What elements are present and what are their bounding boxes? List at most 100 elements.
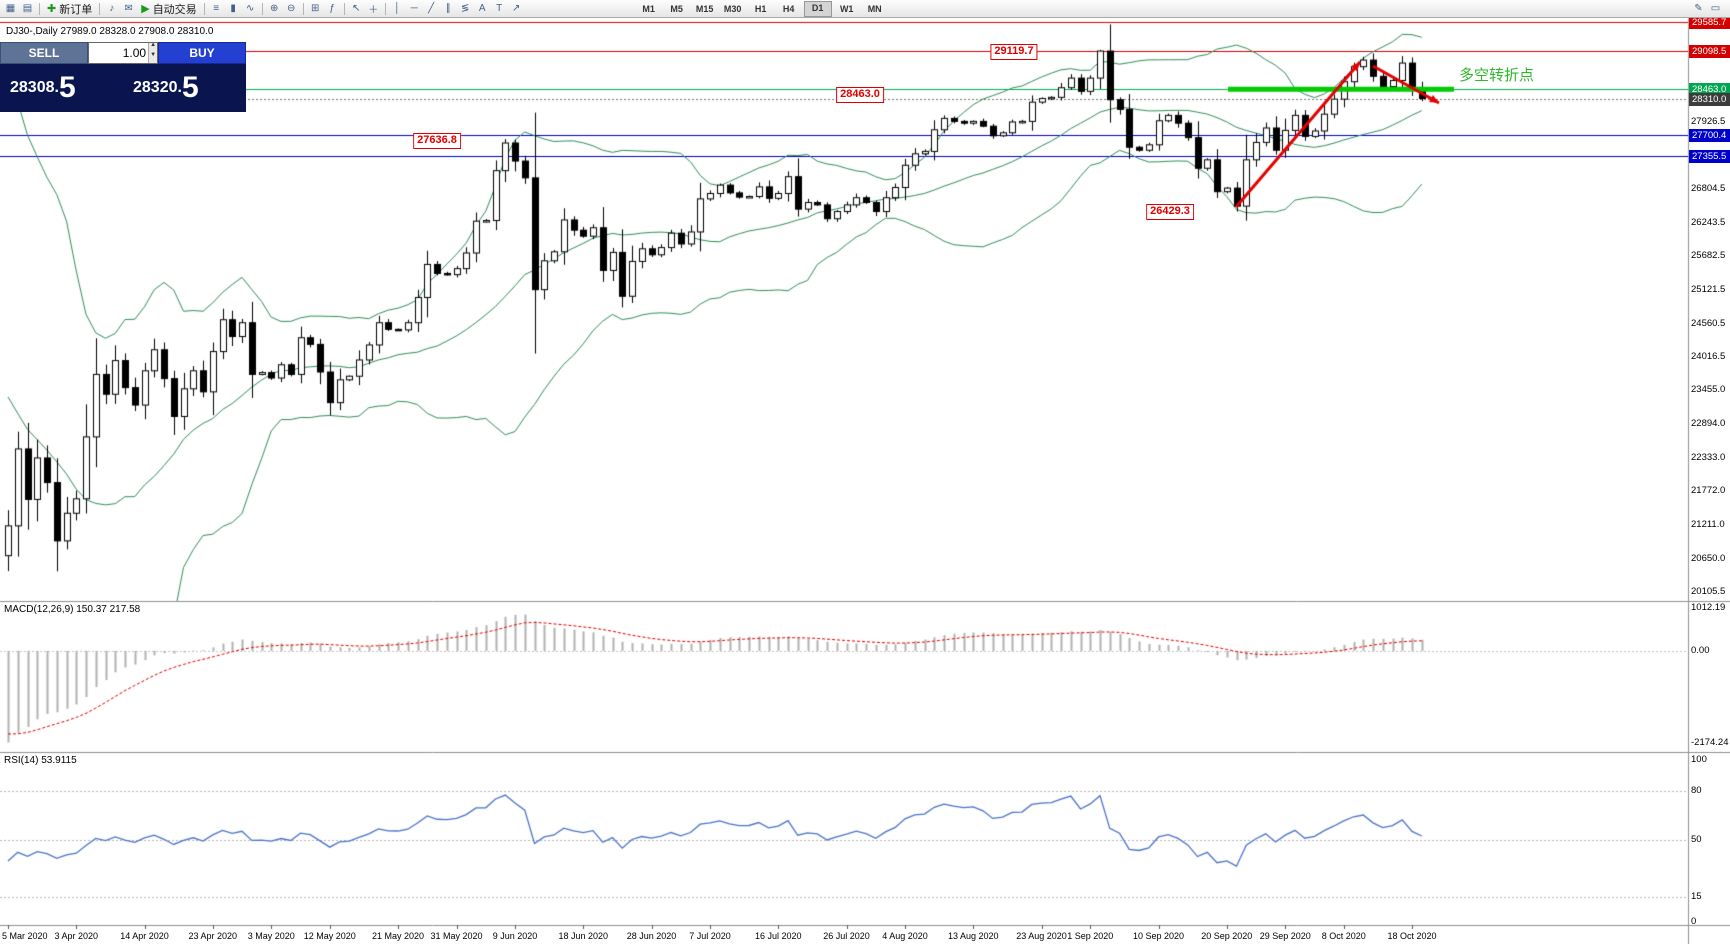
price-axis-badge: 29098.5 bbox=[1689, 45, 1730, 59]
zoom-out-icon[interactable]: ⊖ bbox=[283, 1, 300, 16]
sell-button[interactable]: SELL bbox=[0, 42, 88, 64]
price-label-box[interactable]: 26429.3 bbox=[1146, 204, 1194, 220]
new-chart-icon[interactable]: ▦ bbox=[2, 1, 19, 16]
toolbar-separator bbox=[261, 2, 263, 15]
zoom-in-icon: ⊕ bbox=[269, 3, 279, 14]
pivot-annotation-text[interactable]: 多空转折点 bbox=[1459, 67, 1535, 84]
trendline-icon[interactable]: ╱ bbox=[423, 1, 440, 16]
price-axis-tick: 25121.5 bbox=[1691, 284, 1726, 296]
profiles-icon[interactable]: ▤ bbox=[19, 1, 36, 16]
rsi-axis-label: 80 bbox=[1691, 784, 1702, 796]
symbol-ohlc-header: DJ30-,Daily 27989.0 28328.0 27908.0 2831… bbox=[6, 26, 214, 37]
x-axis-date-label: 12 May 2020 bbox=[303, 931, 356, 941]
timeframe-button-d1[interactable]: D1 bbox=[803, 0, 832, 17]
toolbar-right-icons: ✎ ▭ bbox=[1690, 0, 1724, 17]
bar-chart-icon: ≡ bbox=[213, 3, 220, 14]
new-chart-icon: ▦ bbox=[5, 3, 16, 14]
candle-chart-icon: ▮ bbox=[230, 3, 236, 14]
price-label-box[interactable]: 29119.7 bbox=[990, 44, 1038, 60]
price-axis-badge: 29585.7 bbox=[1689, 15, 1730, 29]
crosshair-icon: ＋ bbox=[368, 5, 379, 16]
cursor-icon[interactable]: ↖ bbox=[348, 1, 365, 16]
volume-up-button[interactable]: ▲ bbox=[148, 42, 157, 53]
x-axis-date-label: 8 Oct 2020 bbox=[1321, 931, 1366, 941]
timeframe-button-h4[interactable]: H4 bbox=[782, 3, 795, 14]
new-order-icon: ✚ bbox=[47, 3, 57, 15]
price-label-box[interactable]: 28463.0 bbox=[836, 87, 884, 103]
arrow-tool-icon[interactable]: ↗ bbox=[508, 1, 525, 16]
price-axis-tick: 21772.0 bbox=[1691, 485, 1726, 497]
timeframe-toolbar: M1 M5 M15 M30 H1 H4 D1 W1 MN bbox=[635, 0, 889, 17]
rsi-axis-label: 15 bbox=[1691, 891, 1702, 903]
line-chart-icon: ∿ bbox=[245, 3, 255, 14]
x-axis-date-label: 16 Jul 2020 bbox=[754, 931, 802, 941]
line-chart-icon[interactable]: ∿ bbox=[242, 1, 259, 16]
price-axis-tick: 26243.5 bbox=[1691, 216, 1726, 228]
label-tool-icon[interactable]: T bbox=[491, 1, 508, 16]
bar-chart-icon[interactable]: ≡ bbox=[208, 1, 225, 16]
vertical-line-icon[interactable]: │ bbox=[389, 1, 406, 16]
timeframe-button-w1[interactable]: W1 bbox=[839, 3, 854, 14]
timeframe-button-mn[interactable]: MN bbox=[867, 3, 882, 14]
price-axis-badge: 27700.4 bbox=[1689, 129, 1730, 143]
horizontal-line-icon[interactable]: ─ bbox=[406, 1, 423, 16]
buy-price-main: 28320. bbox=[133, 79, 182, 96]
news-icon: ✉ bbox=[124, 3, 133, 14]
volume-box: ▲ ▼ bbox=[88, 42, 158, 64]
timeframe-button-m1[interactable]: M1 bbox=[642, 3, 655, 14]
vertical-line-icon: │ bbox=[394, 3, 401, 14]
sound-icon[interactable]: ♪ bbox=[103, 1, 120, 16]
x-axis-date-label: 18 Oct 2020 bbox=[1387, 931, 1437, 941]
channel-icon[interactable]: ∥ bbox=[440, 1, 457, 16]
x-axis-date-label: 10 Sep 2020 bbox=[1132, 931, 1185, 941]
x-axis-date-label: 14 Apr 2020 bbox=[120, 931, 169, 941]
x-axis-date-label: 3 May 2020 bbox=[247, 931, 295, 941]
pencil-icon[interactable]: ✎ bbox=[1694, 3, 1703, 14]
zoom-out-icon: ⊖ bbox=[286, 3, 296, 14]
main-toolbar: ▦ ▤ ✚ 新订单 ♪ ✉ ▶ 自动交易 ≡ ▮ ∿ ⊕ ⊖ ⊞ ƒ ↖ ＋ │ ─ ╱ ∥ ≶ A T ↗ M1 M5 M15 M3… bbox=[0, 0, 1730, 18]
timeframe-button-m30[interactable]: M30 bbox=[723, 3, 742, 14]
rsi-axis-label: 0 bbox=[1691, 916, 1697, 927]
news-icon[interactable]: ✉ bbox=[120, 1, 137, 16]
timeframe-button-h1[interactable]: H1 bbox=[754, 3, 767, 14]
arrow-tool-icon: ↗ bbox=[511, 3, 521, 14]
macd-axis-label: -2174.24 bbox=[1691, 737, 1729, 749]
price-axis-tick: 20105.5 bbox=[1691, 585, 1726, 597]
x-axis-date-label: 20 Sep 2020 bbox=[1201, 931, 1253, 941]
autotrade-button[interactable]: ▶ 自动交易 bbox=[137, 1, 200, 17]
trade-buttons-row: SELL ▲ ▼ BUY bbox=[0, 42, 246, 64]
highlight-icon[interactable]: ▭ bbox=[1710, 3, 1721, 14]
x-axis-date-label: 3 Apr 2020 bbox=[54, 931, 99, 941]
x-axis-date-label: 29 Sep 2020 bbox=[1259, 931, 1311, 941]
timeframe-button-m5[interactable]: M5 bbox=[670, 3, 683, 14]
x-axis-date-label: 7 Jul 2020 bbox=[689, 931, 731, 941]
x-axis-date-label: 5 Mar 2020 bbox=[2, 931, 48, 941]
tile-windows-icon[interactable]: ⊞ bbox=[307, 1, 324, 16]
new-order-button[interactable]: ✚ 新订单 bbox=[43, 1, 96, 17]
zoom-in-icon[interactable]: ⊕ bbox=[266, 1, 283, 16]
x-axis-date-label: 18 Jun 2020 bbox=[558, 931, 609, 941]
fibonacci-icon[interactable]: ≶ bbox=[457, 1, 474, 16]
indicators-icon[interactable]: ƒ bbox=[324, 1, 341, 16]
crosshair-icon[interactable]: ＋ bbox=[365, 1, 382, 16]
bid-ask-prices: 28308. 5 28320. 5 bbox=[0, 64, 246, 112]
trendline-icon: ╱ bbox=[428, 3, 435, 14]
one-click-trading-panel: SELL ▲ ▼ BUY 28308. 5 28320. 5 bbox=[0, 42, 246, 112]
rsi-axis-label: 50 bbox=[1691, 834, 1702, 845]
volume-input[interactable] bbox=[89, 43, 149, 63]
price-axis-badge: 27355.5 bbox=[1689, 149, 1730, 163]
indicators-icon: ƒ bbox=[329, 3, 335, 14]
price-axis-tick: 24016.5 bbox=[1691, 350, 1726, 362]
x-axis-date-label: 31 May 2020 bbox=[430, 931, 483, 941]
x-axis-date-label: 26 Jul 2020 bbox=[823, 931, 870, 941]
buy-button[interactable]: BUY bbox=[158, 42, 246, 64]
price-axis-tick: 24560.5 bbox=[1691, 317, 1726, 329]
text-tool-icon[interactable]: A bbox=[474, 1, 491, 16]
sell-price-main: 28308. bbox=[10, 79, 59, 96]
price-label-box[interactable]: 27636.8 bbox=[413, 133, 461, 149]
candle-chart-icon[interactable]: ▮ bbox=[225, 1, 242, 16]
volume-down-button[interactable]: ▼ bbox=[148, 52, 157, 63]
timeframe-button-m15[interactable]: M15 bbox=[695, 3, 714, 14]
